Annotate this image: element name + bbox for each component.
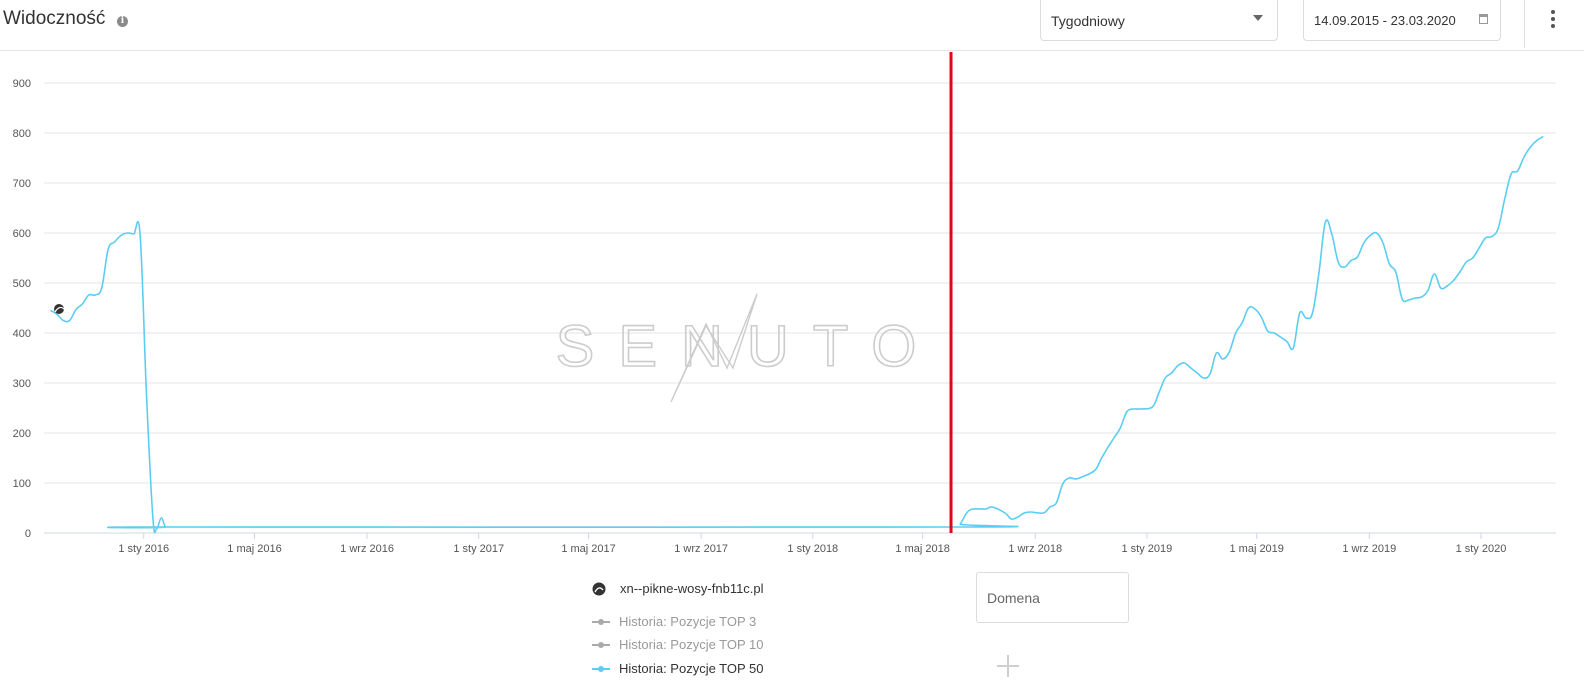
y-tick-label: 900 (13, 78, 31, 90)
date-range-value: 14.09.2015 - 23.03.2020 (1314, 13, 1456, 28)
y-tick-label: 200 (13, 428, 31, 440)
interval-select[interactable]: Tygodniowy (1040, 0, 1278, 41)
legend-item-label: Historia: Pozycje TOP 10 (619, 637, 764, 652)
interval-select-value: Tygodniowy (1051, 13, 1125, 29)
x-tick-label: 1 maj 2019 (1229, 543, 1283, 555)
series-line-top50 (50, 135, 1544, 534)
y-tick-label: 0 (25, 528, 31, 540)
divider (1524, 0, 1525, 48)
domain-input[interactable] (976, 572, 1129, 623)
x-tick-label: 1 wrz 2017 (674, 543, 728, 555)
legend-marker (592, 666, 610, 672)
page-title: Widoczność (3, 8, 106, 29)
legend-item-top10[interactable]: Historia: Pozycje TOP 10 (592, 637, 892, 655)
date-range-picker[interactable]: 14.09.2015 - 23.03.2020 (1303, 0, 1501, 41)
y-tick-label: 500 (13, 278, 31, 290)
x-tick-label: 1 sty 2017 (453, 543, 504, 555)
legend-item-label: Historia: Pozycje TOP 3 (619, 614, 757, 629)
y-tick-label: 300 (13, 378, 31, 390)
x-tick-label: 1 wrz 2019 (1342, 543, 1396, 555)
header: Widoczność i Tygodniowy 14.09.2015 - 23.… (0, 0, 1584, 51)
y-tick-label: 800 (13, 128, 31, 140)
senuto-watermark: SENUTO (555, 293, 917, 403)
legend-domain[interactable]: xn--pikne-wosy-fnb11c.pl (592, 578, 892, 598)
domain-favicon-marker[interactable] (54, 304, 66, 314)
y-tick-label: 400 (13, 328, 31, 340)
legend-item-top3[interactable]: Historia: Pozycje TOP 3 (592, 614, 892, 632)
more-vertical-icon[interactable] (1550, 10, 1556, 30)
legend-marker (592, 642, 610, 648)
x-tick-label: 1 sty 2019 (1121, 543, 1172, 555)
x-tick-label: 1 sty 2016 (118, 543, 169, 555)
chevron-down-icon (1253, 15, 1263, 21)
legend-item-label: Historia: Pozycje TOP 50 (619, 661, 764, 676)
calendar-icon (1479, 14, 1488, 24)
legend-item-top50[interactable]: Historia: Pozycje TOP 50 (592, 661, 892, 679)
domain-favicon-icon (592, 582, 606, 596)
y-axis-ticks: 0 100 200 300 400 500 600 700 800 900 (13, 78, 31, 540)
x-tick-label: 1 maj 2016 (227, 543, 281, 555)
x-axis-ticks: 1 sty 2016 1 maj 2016 1 wrz 2016 1 sty 2017… (118, 533, 1506, 555)
x-tick-label: 1 sty 2020 (1456, 543, 1507, 555)
x-tick-label: 1 wrz 2016 (340, 543, 394, 555)
chart-grid (44, 82, 1556, 484)
x-tick-label: 1 maj 2018 (895, 543, 949, 555)
watermark-logo-stroke (670, 293, 758, 403)
x-tick-label: 1 maj 2017 (561, 543, 615, 555)
legend-marker (592, 619, 610, 625)
y-tick-label: 600 (13, 228, 31, 240)
plus-icon[interactable] (997, 655, 1019, 677)
y-tick-label: 700 (13, 178, 31, 190)
visibility-chart: SENUTO 0 100 200 300 400 500 600 700 800 900 1 st… (13, 52, 1556, 555)
y-tick-label: 100 (13, 478, 31, 490)
x-tick-label: 1 wrz 2018 (1008, 543, 1062, 555)
info-icon[interactable]: i (117, 16, 128, 27)
x-tick-label: 1 sty 2018 (787, 543, 838, 555)
legend-domain-name: xn--pikne-wosy-fnb11c.pl (620, 581, 764, 596)
